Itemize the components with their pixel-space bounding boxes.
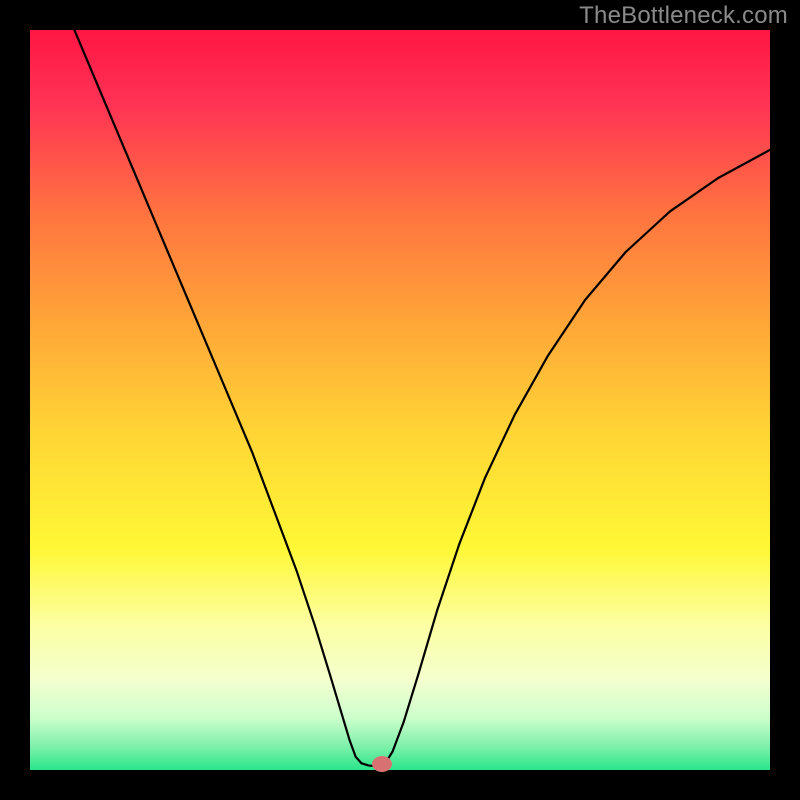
watermark-text: TheBottleneck.com xyxy=(579,2,788,30)
plot-area xyxy=(30,30,770,770)
bottleneck-curve xyxy=(30,30,770,770)
optimal-point-marker xyxy=(372,756,392,772)
outer-frame: TheBottleneck.com xyxy=(0,0,800,800)
